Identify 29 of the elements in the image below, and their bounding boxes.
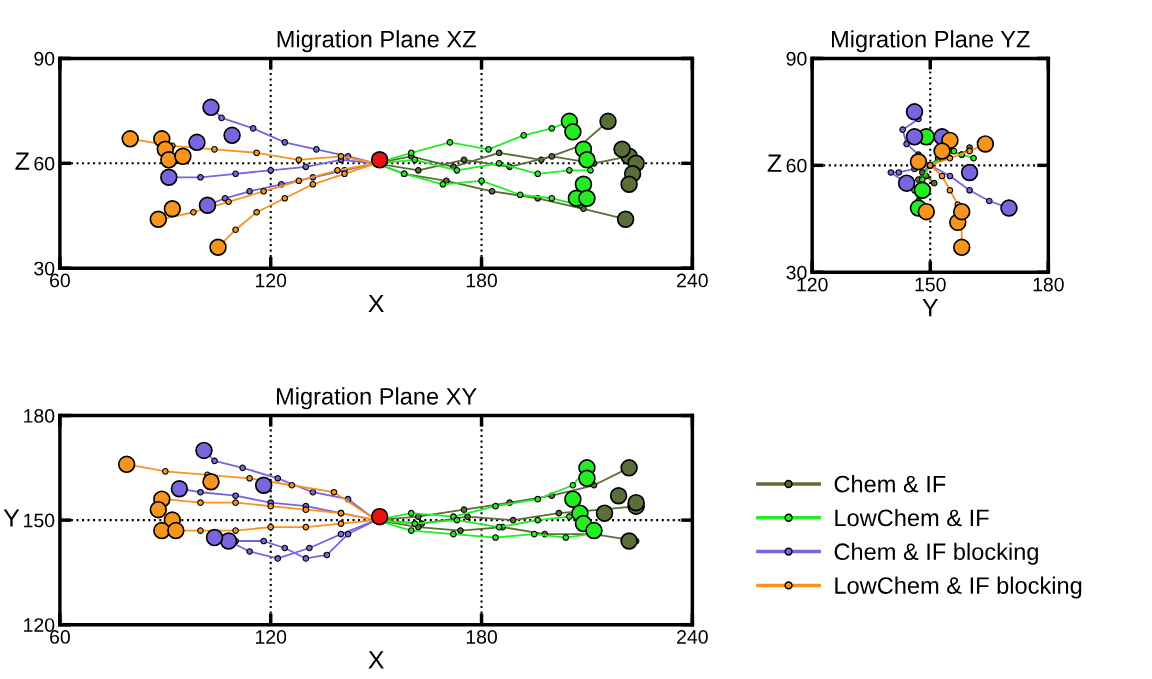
chart-title: Migration Plane YZ [832, 30, 1030, 53]
x-tick-label: 120 [255, 273, 287, 288]
y-tick-label: 180 [24, 409, 55, 423]
y-tick-label: 60 [34, 156, 55, 171]
legend-label: Chem & IF blocking [834, 542, 1038, 565]
y-tick-label: 90 [786, 51, 807, 66]
y-axis-title: Y [3, 509, 20, 527]
y-tick-label: 120 [24, 618, 55, 632]
x-tick-label: 180 [1033, 277, 1064, 292]
legend-label: Chem & IF [834, 475, 946, 493]
y-axis-title: Z [767, 154, 782, 172]
x-tick-label: 60 [50, 630, 70, 644]
x-tick-label: 240 [677, 630, 708, 644]
y-tick-label: 90 [34, 51, 55, 66]
x-axis-title: X [368, 294, 384, 313]
x-axis-title: X [368, 651, 384, 669]
x-tick-label: 240 [677, 273, 708, 288]
y-tick-label: 60 [786, 158, 807, 173]
x-tick-label: 120 [255, 630, 287, 644]
y-axis-title: Z [15, 152, 30, 170]
chart-title: Migration Plane XY [277, 387, 477, 410]
x-tick-label: 180 [466, 630, 497, 644]
x-axis-title: Y [922, 298, 939, 317]
legend-label: LowChem & IF [835, 508, 989, 527]
x-tick-label: 180 [466, 273, 497, 288]
legend-label: LowChem & IF blocking [835, 576, 1082, 599]
y-tick-label: 150 [24, 513, 55, 528]
x-tick-label: 150 [915, 277, 946, 292]
chart-title: Migration Plane XZ [277, 30, 476, 53]
